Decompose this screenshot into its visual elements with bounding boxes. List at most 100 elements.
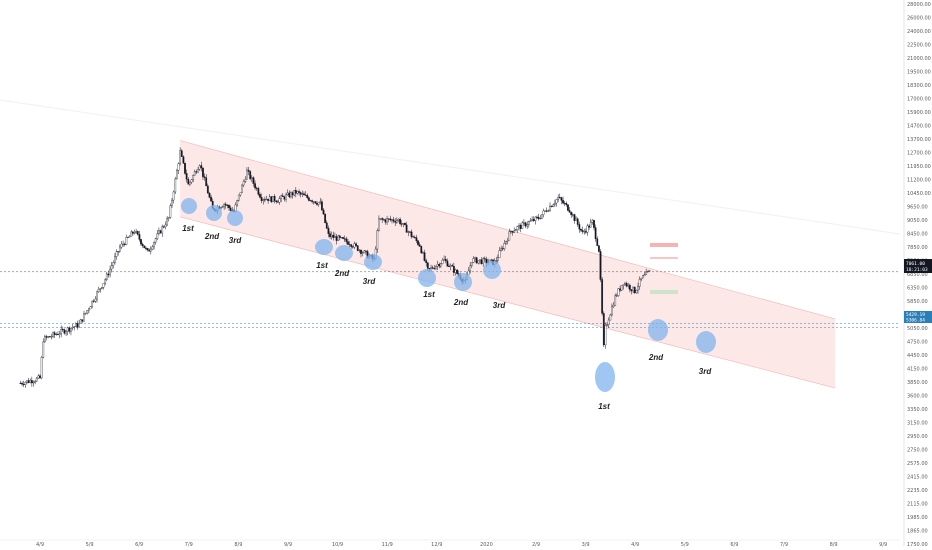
target-zones [650,243,678,294]
candle-body [294,190,297,194]
candle-body [319,201,322,204]
candle-body [361,252,364,254]
candle-body [586,225,589,233]
x-tick-label: 9/9 [284,542,292,548]
candle-body [382,219,385,221]
candle-body [101,287,103,289]
candle-body [448,266,450,267]
candle-body [254,183,256,189]
candle-body [298,191,300,193]
candle-body [581,230,584,232]
y-tick-label: 2235.00 [907,488,928,494]
candle-body [454,269,457,273]
candle-body [244,178,247,182]
candle-body [387,218,390,220]
candle-body [395,220,398,223]
candle-body [646,271,649,273]
candle-body [435,266,437,269]
candle-body [358,249,361,251]
candle-body [422,252,424,254]
candle-body [353,243,356,248]
candle-body [136,231,139,235]
x-tick-label: 6/9 [135,542,143,548]
candle-body [91,300,94,307]
candle-body [81,319,84,322]
y-tick-label: 6350.00 [907,285,928,291]
candle-body [291,192,294,196]
y-tick-label: 10450.00 [907,191,931,197]
candle-body [237,194,240,201]
x-tick-label: 5/9 [681,542,689,548]
candle-body [89,306,92,310]
y-tick-label: 14700.00 [907,123,931,129]
candle-body [571,214,574,216]
candle-body [627,284,630,287]
candle-body [34,381,36,383]
candle-body [350,244,353,247]
candle-body [317,202,320,205]
candle-body [187,179,190,185]
touch-ellipse [227,210,243,226]
candle-body [527,221,530,225]
candle-body [84,312,87,315]
candle-body [45,336,48,338]
touch-ellipse [696,331,716,353]
candle-body [48,336,51,338]
candle-body [503,243,506,250]
candle-body [417,240,419,245]
candle-body [301,193,304,195]
candle-body [483,258,486,260]
candle-body [162,226,165,228]
candle-body [500,248,503,251]
candle-body [412,236,415,238]
candle-body [537,216,540,219]
candle-body [518,225,520,227]
candle-body [102,282,105,288]
candle-body [66,327,69,332]
candle-body [189,181,191,185]
y-tick-label: 8450.00 [907,231,928,237]
candle-body [325,222,328,229]
touch-ellipse [595,362,615,392]
candle-body [120,243,123,248]
candle-body [184,162,186,174]
candle-body [482,258,485,264]
candle-body [453,266,455,273]
y-tick-label: 1985.00 [907,515,928,521]
candle-body [539,218,542,220]
candle-body [433,268,436,270]
y-tick-label: 2950.00 [907,434,928,440]
touch-ellipse [454,273,472,291]
candle-body [580,228,582,231]
channel-upper-line [180,140,836,320]
candle-body [79,319,82,324]
y-tick-label: 5050.00 [907,326,928,332]
candle-body [348,244,351,246]
y-tick-label: 5850.00 [907,299,928,305]
candle-body [94,298,97,302]
touch-label: 2nd [334,269,350,278]
candle-body [206,185,209,194]
candle-body [200,165,203,169]
y-tick-label: 11950.00 [907,164,931,170]
candle-body [37,375,40,379]
x-tick-label: 8/9 [234,542,242,548]
touch-label: 3rd [363,277,377,286]
candle-body [378,218,380,231]
current-price-tag-label: 7061.00 [906,261,925,267]
candle-body [602,313,605,346]
y-tick-label: 3600.00 [907,393,928,399]
candle-body [42,341,45,358]
candle-body [560,197,563,201]
candle-body [148,249,151,252]
candle-body [394,221,397,223]
candle-body [405,224,408,233]
touch-ellipse [364,254,382,270]
candle-body [552,204,555,208]
candle-body [439,263,442,267]
candle-body [327,228,330,234]
candle-body [86,310,89,314]
candle-body [516,226,519,230]
candle-body [114,256,116,263]
